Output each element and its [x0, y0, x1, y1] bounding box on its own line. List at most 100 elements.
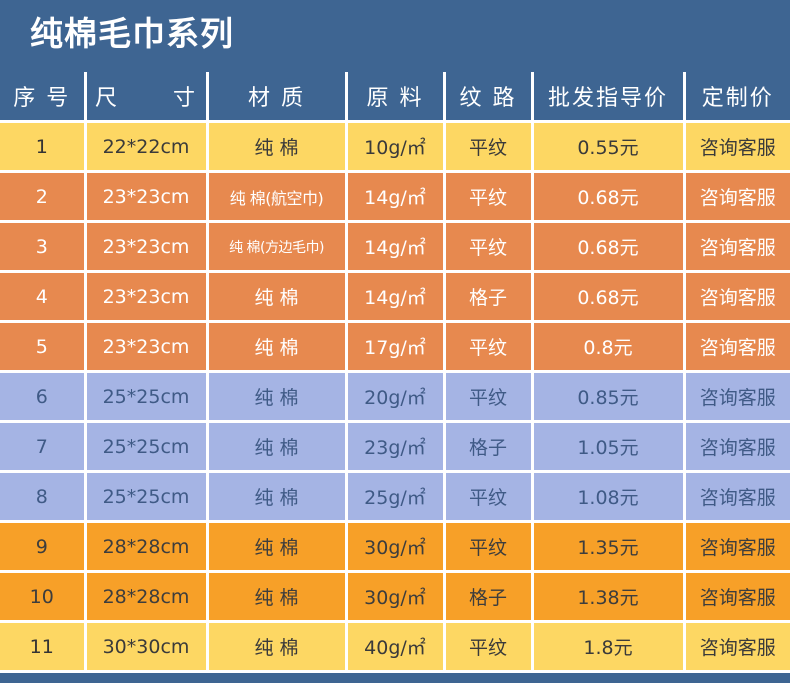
cell-pattern: 格子 — [442, 420, 534, 473]
cell-pattern: 平纹 — [442, 520, 534, 573]
cell-custom-price[interactable]: 咨询客服 — [682, 170, 790, 223]
table-row: 11 30*30cm 纯 棉 40g/㎡ 平纹 1.8元 咨询客服 — [0, 620, 790, 673]
cell-size: 30*30cm — [83, 620, 209, 673]
cell-weight: 23g/㎡ — [344, 420, 446, 473]
price-table: 序 号 尺 寸 材 质 原 料 纹 路 批发指导价 定制价 1 22*22cm … — [0, 72, 790, 673]
cell-size: 23*23cm — [83, 220, 209, 273]
cell-price: 1.38元 — [530, 570, 686, 623]
cell-custom-price[interactable]: 咨询客服 — [682, 420, 790, 473]
cell-weight: 30g/㎡ — [344, 570, 446, 623]
cell-pattern: 格子 — [442, 270, 534, 323]
cell-weight: 25g/㎡ — [344, 470, 446, 523]
cell-custom-price[interactable]: 咨询客服 — [682, 120, 790, 173]
cell-price: 0.8元 — [530, 320, 686, 373]
cell-pattern: 平纹 — [442, 470, 534, 523]
cell-index: 9 — [0, 520, 87, 573]
cell-index: 6 — [0, 370, 87, 423]
cell-price: 0.55元 — [530, 120, 686, 173]
cell-size: 22*22cm — [83, 120, 209, 173]
table-row: 1 22*22cm 纯 棉 10g/㎡ 平纹 0.55元 咨询客服 — [0, 120, 790, 173]
cell-pattern: 平纹 — [442, 370, 534, 423]
cell-material: 纯 棉 — [205, 470, 348, 523]
header-pattern: 纹 路 — [442, 72, 534, 123]
cell-price: 0.68元 — [530, 270, 686, 323]
cell-material: 纯 棉(方边毛巾) — [205, 220, 348, 273]
cell-size: 23*23cm — [83, 270, 209, 323]
cell-price: 0.85元 — [530, 370, 686, 423]
cell-custom-price[interactable]: 咨询客服 — [682, 520, 790, 573]
cell-material: 纯 棉 — [205, 570, 348, 623]
cell-custom-price[interactable]: 咨询客服 — [682, 370, 790, 423]
header-raw: 原 料 — [344, 72, 446, 123]
page-title: 纯棉毛巾系列 — [30, 14, 234, 53]
cell-weight: 20g/㎡ — [344, 370, 446, 423]
cell-custom-price[interactable]: 咨询客服 — [682, 320, 790, 373]
cell-custom-price[interactable]: 咨询客服 — [682, 570, 790, 623]
bottom-bar — [0, 676, 790, 683]
cell-material: 纯 棉 — [205, 370, 348, 423]
cell-size: 23*23cm — [83, 170, 209, 223]
table-row: 8 25*25cm 纯 棉 25g/㎡ 平纹 1.08元 咨询客服 — [0, 470, 790, 523]
cell-index: 4 — [0, 270, 87, 323]
table-row: 2 23*23cm 纯 棉(航空巾) 14g/㎡ 平纹 0.68元 咨询客服 — [0, 170, 790, 223]
header-size: 尺 寸 — [83, 72, 209, 123]
cell-material: 纯 棉 — [205, 320, 348, 373]
cell-weight: 14g/㎡ — [344, 220, 446, 273]
cell-price: 1.05元 — [530, 420, 686, 473]
cell-material: 纯 棉 — [205, 620, 348, 673]
cell-index: 11 — [0, 620, 87, 673]
cell-weight: 14g/㎡ — [344, 170, 446, 223]
cell-size: 25*25cm — [83, 370, 209, 423]
cell-index: 8 — [0, 470, 87, 523]
cell-index: 7 — [0, 420, 87, 473]
cell-price: 0.68元 — [530, 220, 686, 273]
cell-pattern: 格子 — [442, 570, 534, 623]
cell-price: 0.68元 — [530, 170, 686, 223]
header-index: 序 号 — [0, 72, 87, 123]
cell-price: 1.08元 — [530, 470, 686, 523]
cell-size: 28*28cm — [83, 520, 209, 573]
cell-material: 纯 棉 — [205, 120, 348, 173]
cell-pattern: 平纹 — [442, 170, 534, 223]
cell-custom-price[interactable]: 咨询客服 — [682, 270, 790, 323]
cell-index: 2 — [0, 170, 87, 223]
header-material: 材 质 — [205, 72, 348, 123]
table-row: 9 28*28cm 纯 棉 30g/㎡ 平纹 1.35元 咨询客服 — [0, 520, 790, 573]
cell-index: 5 — [0, 320, 87, 373]
cell-custom-price[interactable]: 咨询客服 — [682, 620, 790, 673]
table-row: 3 23*23cm 纯 棉(方边毛巾) 14g/㎡ 平纹 0.68元 咨询客服 — [0, 220, 790, 273]
cell-price: 1.8元 — [530, 620, 686, 673]
header-row: 序 号 尺 寸 材 质 原 料 纹 路 批发指导价 定制价 — [0, 72, 790, 123]
cell-index: 1 — [0, 120, 87, 173]
cell-size: 23*23cm — [83, 320, 209, 373]
cell-weight: 40g/㎡ — [344, 620, 446, 673]
cell-price: 1.35元 — [530, 520, 686, 573]
header-custom: 定制价 — [682, 72, 790, 123]
table-row: 4 23*23cm 纯 棉 14g/㎡ 格子 0.68元 咨询客服 — [0, 270, 790, 323]
cell-pattern: 平纹 — [442, 620, 534, 673]
cell-material: 纯 棉(航空巾) — [205, 170, 348, 223]
cell-pattern: 平纹 — [442, 220, 534, 273]
cell-weight: 10g/㎡ — [344, 120, 446, 173]
cell-custom-price[interactable]: 咨询客服 — [682, 220, 790, 273]
cell-material: 纯 棉 — [205, 420, 348, 473]
cell-weight: 14g/㎡ — [344, 270, 446, 323]
cell-pattern: 平纹 — [442, 120, 534, 173]
cell-size: 28*28cm — [83, 570, 209, 623]
table-row: 7 25*25cm 纯 棉 23g/㎡ 格子 1.05元 咨询客服 — [0, 420, 790, 473]
cell-size: 25*25cm — [83, 420, 209, 473]
cell-weight: 30g/㎡ — [344, 520, 446, 573]
title-bar: 纯棉毛巾系列 — [0, 0, 790, 72]
cell-weight: 17g/㎡ — [344, 320, 446, 373]
cell-custom-price[interactable]: 咨询客服 — [682, 470, 790, 523]
cell-index: 3 — [0, 220, 87, 273]
cell-index: 10 — [0, 570, 87, 623]
cell-size: 25*25cm — [83, 470, 209, 523]
cell-pattern: 平纹 — [442, 320, 534, 373]
cell-material: 纯 棉 — [205, 520, 348, 573]
table-row: 10 28*28cm 纯 棉 30g/㎡ 格子 1.38元 咨询客服 — [0, 570, 790, 623]
table-row: 6 25*25cm 纯 棉 20g/㎡ 平纹 0.85元 咨询客服 — [0, 370, 790, 423]
header-wholesale: 批发指导价 — [530, 72, 686, 123]
table-row: 5 23*23cm 纯 棉 17g/㎡ 平纹 0.8元 咨询客服 — [0, 320, 790, 373]
cell-material: 纯 棉 — [205, 270, 348, 323]
